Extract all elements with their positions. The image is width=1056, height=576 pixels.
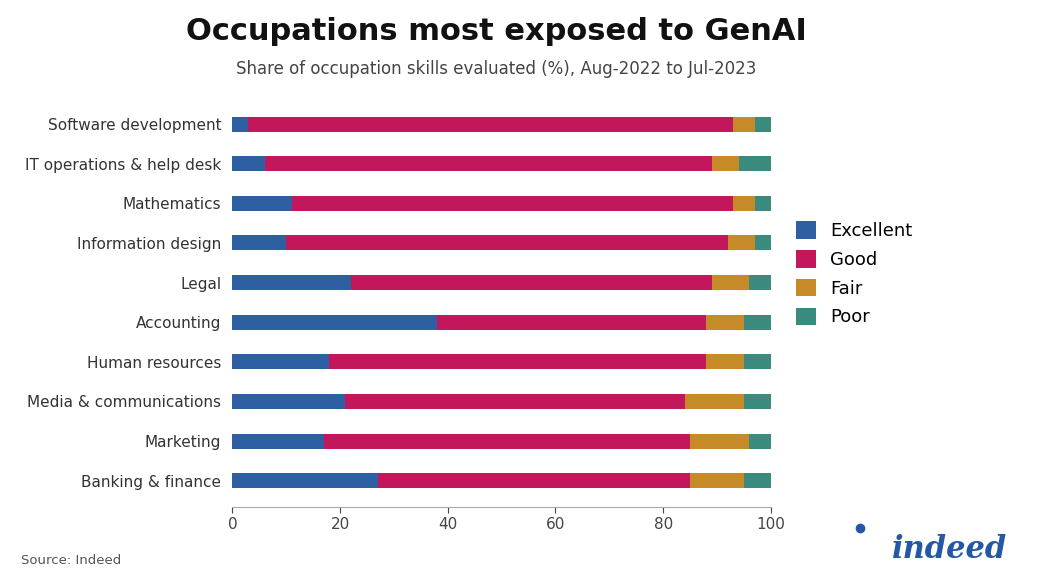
Bar [232,394,345,409]
Bar [232,236,286,251]
Bar [437,314,706,329]
Bar [345,394,684,409]
Bar [743,354,771,369]
Bar [232,156,265,171]
Bar [691,473,743,488]
Bar [232,196,291,211]
Bar [706,314,743,329]
Bar [286,236,728,251]
Bar [291,196,733,211]
Bar [755,236,771,251]
Bar [750,434,771,449]
Bar [265,156,712,171]
Bar [743,394,771,409]
Bar [733,196,755,211]
Bar [743,314,771,329]
Bar [232,275,351,290]
Bar [232,354,329,369]
Text: indeed: indeed [891,534,1007,565]
Bar [706,354,743,369]
Bar [378,473,690,488]
Bar [738,156,771,171]
Bar [232,434,324,449]
Bar [324,434,690,449]
Bar [712,275,750,290]
Bar [712,156,738,171]
Bar [755,196,771,211]
Bar [733,116,755,131]
Bar [232,473,378,488]
Bar [232,314,437,329]
Bar [232,116,248,131]
Text: Share of occupation skills evaluated (%), Aug-2022 to Jul-2023: Share of occupation skills evaluated (%)… [237,60,756,78]
Bar [755,116,771,131]
Text: Occupations most exposed to GenAI: Occupations most exposed to GenAI [186,17,807,46]
Bar [684,394,743,409]
Bar [743,473,771,488]
Bar [351,275,712,290]
Bar [329,354,706,369]
Legend: Excellent, Good, Fair, Poor: Excellent, Good, Fair, Poor [796,221,912,327]
Text: Source: Indeed: Source: Indeed [21,554,121,567]
Bar [248,116,733,131]
Bar [750,275,771,290]
Bar [691,434,750,449]
Bar [728,236,755,251]
